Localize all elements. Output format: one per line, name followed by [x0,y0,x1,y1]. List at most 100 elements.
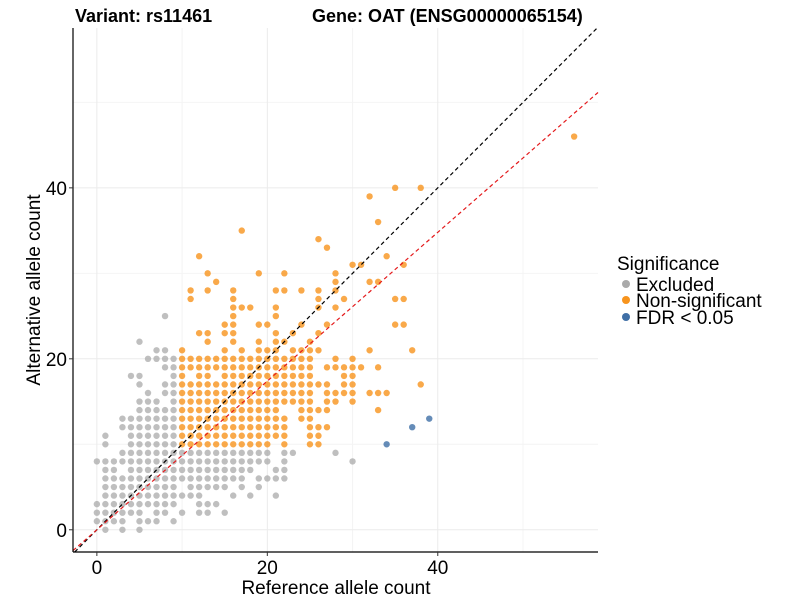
data-point [340,389,348,397]
data-point [110,475,118,482]
data-point [153,355,160,363]
data-point [272,389,280,397]
data-point [238,449,245,457]
data-point [187,441,194,448]
data-point [221,458,228,465]
data-point [161,312,169,320]
data-point [161,415,169,422]
data-point [400,295,407,303]
data-point [383,441,390,448]
data-point [230,364,237,371]
data-point [264,372,271,380]
data-point [238,347,245,354]
data-point [238,475,245,482]
tick-labels: 0 20 40 0 20 40 [46,179,448,579]
data-point [212,398,220,405]
data-point [281,372,288,380]
data-point [136,398,143,405]
data-point [204,364,211,371]
data-point [187,389,194,397]
data-point [272,364,280,371]
chart-title-gene: Gene: OAT (ENSG00000065154) [312,6,583,26]
data-point [289,372,297,380]
data-point [281,475,288,482]
data-point [136,423,143,431]
data-point [170,441,177,448]
data-point [409,423,416,431]
data-point [212,364,220,371]
legend-title: Significance [617,254,719,275]
data-point [178,389,186,397]
data-point [230,372,237,380]
data-point [272,423,280,431]
data-point [195,381,203,388]
data-point [221,466,228,474]
data-point [144,389,152,397]
legend-item-excluded: Excluded [622,275,714,296]
data-point [170,406,177,414]
data-point [264,423,271,431]
data-point [230,287,237,294]
data-point [187,449,194,457]
x-tick-label: 0 [92,558,103,579]
data-point [247,355,254,363]
data-point [230,295,237,303]
data-point [391,321,399,328]
data-point [127,372,135,380]
data-point [230,381,237,388]
data-point [187,483,194,491]
data-point [136,415,143,422]
data-point [153,406,160,414]
data-point [178,364,186,371]
data-point [195,483,203,491]
data-point [144,449,152,457]
data-point [212,278,220,286]
data-point [212,458,220,465]
data-point [230,398,237,405]
data-point [119,415,126,422]
legend-swatch-nonsignificant [622,296,630,304]
data-point [187,492,194,499]
data-point [366,278,373,286]
data-point [204,406,211,414]
data-point [195,355,203,363]
data-point [144,423,152,431]
data-point [255,372,262,380]
data-point [136,466,143,474]
data-point [230,355,237,363]
data-point [178,432,186,439]
data-point [366,193,373,200]
data-point [136,441,143,448]
data-point [161,449,169,457]
y-tick-label: 20 [46,350,67,371]
data-point [230,458,237,465]
data-point [230,312,237,320]
data-point [247,406,254,414]
data-point [272,312,280,320]
data-point [570,133,578,140]
plot-area: 0 20 40 0 20 40 [46,27,599,579]
data-point [298,389,305,397]
data-point [178,449,186,457]
chart-title-variant: Variant: rs11461 [75,6,212,26]
data-point [238,483,245,491]
data-point [212,355,220,363]
data-point [289,381,297,388]
data-point [264,398,271,405]
data-point [323,381,331,388]
data-point [247,466,254,474]
data-point [212,500,220,508]
data-point [264,389,271,397]
data-point [119,526,126,533]
data-point [298,287,305,294]
data-point [255,432,262,439]
data-point [212,475,220,482]
data-point [102,509,109,516]
data-point [212,483,220,491]
data-point [153,509,160,516]
data-point [264,415,271,422]
data-point [136,509,143,516]
data-point [306,423,314,431]
data-point [170,364,177,371]
